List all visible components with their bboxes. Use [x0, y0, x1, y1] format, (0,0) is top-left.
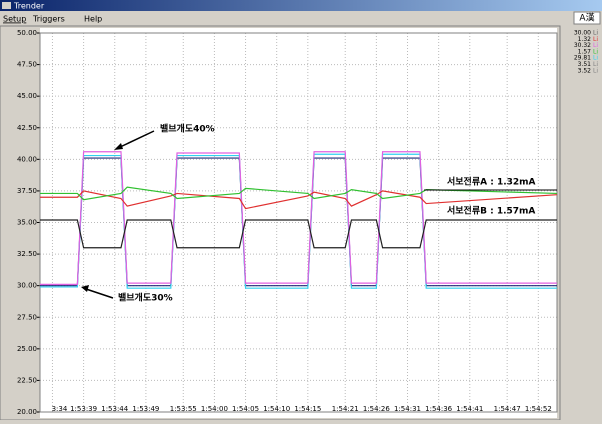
y-tick-label: 45.00 — [17, 92, 37, 100]
annotation: 밸브개도40% — [160, 123, 215, 135]
series-line — [40, 151, 557, 286]
y-tick-label: 40.00 — [17, 155, 37, 163]
x-tick-label: 1:54:47 — [494, 405, 521, 413]
series-line — [40, 157, 557, 287]
series-line — [40, 219, 557, 249]
y-tick-label: 42.50 — [17, 124, 37, 132]
x-tick-label: 1:53:44 — [101, 405, 129, 413]
annotation: 서보전류A : 1.32mA — [447, 176, 536, 188]
ime-text: A漢 — [579, 12, 594, 24]
arrow — [85, 288, 114, 299]
y-tick-label: 47.50 — [17, 61, 37, 69]
x-tick-label: 1:53:55 — [170, 405, 197, 413]
side-value: 29.81 — [574, 55, 591, 62]
annotations: 밸브개도40% 밸브개도30% 서보전류A : 1.32mA 서보전류B : 1.57… — [81, 123, 557, 304]
side-tag: Li — [593, 42, 598, 49]
side-value: 3.52 — [578, 67, 592, 74]
x-tick-label: 1:54:15 — [294, 405, 321, 413]
side-tag: Li — [593, 48, 598, 55]
x-tick-label: 1:54:36 — [425, 405, 453, 413]
y-tick-label: 20.00 — [17, 408, 37, 416]
x-tick-label: 1:54:10 — [263, 405, 290, 413]
y-tick-label: 35.00 — [17, 219, 37, 227]
series-line — [40, 186, 558, 201]
side-value: 1.32 — [578, 36, 592, 43]
x-tick-label: 1:54:41 — [456, 405, 483, 413]
x-tick-label: 1:54:21 — [332, 405, 359, 413]
arrowhead — [81, 285, 89, 292]
side-value: 3.51 — [578, 61, 592, 68]
ime-indicator[interactable] — [573, 11, 601, 25]
annotation: 밸브개도30% — [118, 292, 173, 304]
arrow — [117, 130, 155, 149]
x-tick-label: 3:34 — [52, 405, 68, 413]
x-tick-label: 1:54:31 — [394, 405, 421, 413]
x-tick-label: 1:53:39 — [70, 405, 97, 413]
y-tick-label: 22.50 — [17, 376, 37, 384]
y-tick-label: 27.50 — [17, 313, 37, 321]
series-line — [40, 190, 558, 210]
menu-item[interactable]: Help — [84, 15, 102, 24]
y-tick-label: 25.00 — [17, 345, 37, 353]
x-tick-label: 1:54:05 — [232, 405, 259, 413]
x-tick-label: 1:54:00 — [201, 405, 228, 413]
side-tag: Li — [593, 36, 598, 43]
side-value: 30.00 — [574, 30, 591, 37]
y-tick-label: 32.50 — [17, 250, 37, 258]
menu-item[interactable]: Setup — [3, 15, 26, 24]
menu-item[interactable]: Triggers — [32, 15, 65, 24]
plot-border — [39, 32, 558, 413]
arrowhead — [114, 143, 123, 150]
y-tick-label: 50.00 — [17, 29, 37, 37]
x-tick-label: 1:53:49 — [132, 405, 159, 413]
side-tag: Li — [593, 61, 598, 68]
title-bar — [0, 0, 602, 11]
side-value: 1.57 — [578, 48, 592, 55]
app-icon — [2, 2, 11, 9]
y-tick-label: 30.00 — [17, 282, 37, 290]
series-line — [40, 153, 557, 289]
x-tick-label: 1:54:26 — [363, 405, 391, 413]
side-tag: Li — [593, 55, 598, 62]
side-value: 30.32 — [574, 42, 591, 49]
annotation: 서보전류B : 1.57mA — [447, 205, 535, 217]
window-title: Trender — [13, 2, 45, 11]
y-tick-label: 37.50 — [17, 187, 37, 195]
side-tag: Li — [593, 67, 598, 74]
x-tick-label: 1:54:52 — [525, 405, 552, 413]
side-tag: Li — [593, 30, 598, 37]
